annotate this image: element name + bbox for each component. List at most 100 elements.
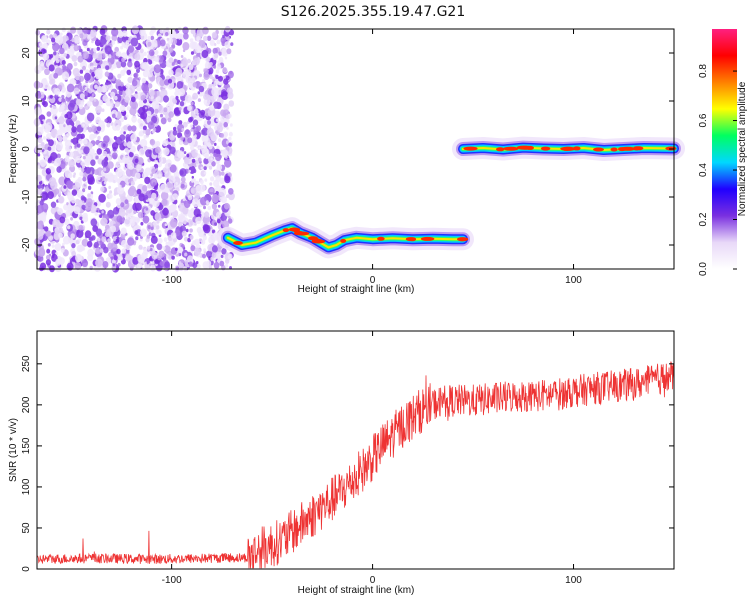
noise-speck [111,142,119,150]
spectrogram-x-ticks: -100 0 100 [162,29,582,286]
noise-speck [56,153,61,159]
noise-speck [37,153,41,157]
noise-speck [165,32,169,36]
noise-speck [207,222,210,225]
signal-peak [463,146,478,151]
noise-speck [145,129,151,136]
noise-speck [138,106,146,116]
x-tick-label: 100 [565,575,582,586]
noise-speck [91,93,95,97]
noise-speck [101,84,109,93]
noise-speck [70,139,74,143]
noise-speck [82,188,86,193]
noise-speck [140,32,148,41]
noise-speck [79,33,84,39]
colorbar-tick-label: 0.4 [698,163,709,177]
noise-speck [77,133,82,139]
noise-speck [76,229,84,238]
y-tick-label: 0 [21,146,32,152]
noise-speck [209,62,213,66]
noise-speck [154,160,158,164]
noise-speck [104,118,108,123]
noise-speck [90,29,97,38]
noise-speck [149,30,154,36]
noise-speck [137,118,142,124]
colorbar-tick-label: 0.2 [698,212,709,226]
noise-speck [175,247,178,251]
noise-speck [186,222,189,226]
noise-speck [78,75,84,82]
noise-speck [110,103,114,108]
noise-speck [120,117,125,123]
noise-speck [226,48,232,55]
noise-speck [211,194,220,203]
y-tick-label: 50 [21,522,32,534]
noise-speck [167,131,171,136]
noise-speck [107,238,111,243]
noise-speck [168,69,174,76]
noise-speck [187,195,193,201]
noise-speck [181,153,185,158]
noise-speck [120,60,127,68]
noise-speck [82,215,89,223]
noise-speck [110,91,116,98]
noise-speck [192,240,197,246]
noise-speck [170,218,178,228]
noise-speck [124,245,127,249]
noise-speck [71,243,76,249]
noise-speck [111,113,116,119]
noise-speck [167,162,172,168]
noise-speck [58,196,64,204]
noise-speck [47,146,52,151]
noise-speck [221,248,227,255]
noise-speck [229,70,233,75]
noise-speck [217,204,221,208]
noise-speck [188,261,193,267]
noise-speck [118,184,122,189]
noise-speck [214,43,217,46]
noise-speck [177,59,181,65]
noise-speck [168,46,174,53]
noise-speck [198,40,206,48]
y-tick-label: 20 [21,47,32,59]
noise-speck [131,115,137,123]
noise-speck [42,43,48,50]
noise-speck [92,54,97,59]
noise-speck [178,139,184,146]
noise-speck [82,39,88,47]
noise-speck [225,263,229,268]
noise-speck [140,221,144,226]
noise-speck [203,166,207,171]
noise-speck [184,94,192,103]
noise-speck [113,95,118,101]
noise-speck [190,245,196,252]
noise-speck [222,67,227,73]
noise-speck [132,257,139,265]
noise-speck [73,206,81,215]
noise-speck [227,253,233,260]
noise-speck [36,220,44,230]
colorbar-tick-label: 0.0 [698,262,709,276]
noise-speck [156,243,162,250]
noise-speck [215,74,219,79]
noise-speck [154,50,159,55]
noise-speck [40,120,44,125]
noise-speck [159,39,166,47]
noise-speck [115,124,121,131]
noise-speck [99,214,103,219]
noise-speck [182,197,186,202]
noise-speck [122,155,130,165]
noise-speck [157,237,163,244]
noise-speck [190,145,195,151]
noise-speck [138,193,145,202]
noise-speck [194,222,197,226]
noise-speck [222,34,225,39]
noise-speck [211,161,216,167]
noise-speck [62,242,65,246]
noise-speck [115,51,120,57]
signal-peak [405,237,416,242]
noise-speck [54,158,61,167]
noise-speck [39,200,44,206]
noise-speck [78,103,84,110]
noise-speck [190,28,196,35]
